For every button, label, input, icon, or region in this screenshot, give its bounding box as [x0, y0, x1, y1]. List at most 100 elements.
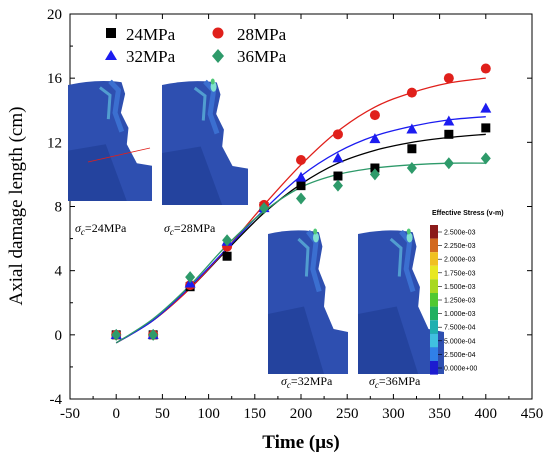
fem-crack	[215, 77, 248, 169]
colorbar-swatch	[430, 293, 438, 307]
fem-stress-spot	[210, 78, 215, 85]
data-point-36mpa	[148, 328, 159, 341]
fem-shade	[268, 306, 324, 374]
legend: 24MPa 28MPa 32MPa 36MPa	[105, 25, 287, 66]
data-point-36mpa	[443, 157, 454, 170]
data-point-28mpa	[332, 129, 343, 140]
data-point-28mpa	[480, 63, 491, 74]
colorbar-swatch	[430, 238, 438, 253]
fem-inset-24mpa	[68, 77, 152, 201]
data-point-36mpa	[111, 328, 122, 341]
colorbar-swatch	[430, 306, 438, 321]
colorbar-label: 1.250e-03	[444, 298, 476, 305]
data-point-24mpa	[481, 123, 491, 133]
fem-inset-32mpa	[268, 227, 348, 374]
fem-stress-zone	[99, 86, 112, 120]
data-point-32mpa	[406, 123, 418, 134]
x-tick-label: 100	[197, 406, 220, 422]
data-point-24mpa	[333, 171, 343, 181]
colorbar-label: 1.000e-03	[444, 311, 476, 318]
y-tick-label: 20	[47, 7, 62, 23]
fem-crack	[120, 77, 152, 166]
data-point-24mpa	[444, 129, 454, 139]
colorbar-label: 2.250e-03	[444, 243, 476, 250]
data-point-36mpa	[185, 271, 196, 284]
data-point-28mpa	[443, 73, 454, 84]
fem-insets: σc=24MPa σc=28MPa σc=32MPa σc=36MPa	[68, 77, 444, 390]
fem-stress-zone	[389, 237, 403, 277]
colorbar-labels: 2.500e-03 2.250e-03 2.000e-03 1.750e-03 1.50…	[438, 230, 477, 373]
fem-stress-spot	[313, 228, 318, 235]
inset-pointer	[87, 147, 151, 163]
colorbar-swatch	[430, 347, 438, 361]
legend-label-28mpa: 28MPa	[237, 25, 287, 44]
fem-stress-zone	[108, 79, 125, 133]
data-point-24mpa	[296, 181, 306, 191]
y-tick-label: 8	[55, 200, 63, 216]
colorbar-swatch	[430, 252, 438, 266]
fem-stress-zone	[297, 237, 310, 277]
data-point-32mpa	[480, 102, 492, 113]
data-point-28mpa	[369, 110, 380, 121]
inset-label-32mpa: σc=32MPa	[281, 374, 333, 390]
data-point-36mpa	[406, 162, 417, 174]
inset-label-36mpa: σc=36MPa	[369, 374, 421, 390]
colorbar: Effective Stress (v-m) 2.500e-03 2.250e-0…	[430, 210, 504, 375]
y-tick-label: 12	[47, 135, 62, 151]
fem-stress-zone	[399, 229, 416, 293]
legend-label-36mpa: 36MPa	[237, 47, 287, 66]
fem-stress-spot	[406, 228, 411, 235]
data-point-24mpa	[222, 251, 232, 261]
y-tick-label: 16	[47, 71, 63, 87]
fem-shade	[68, 144, 127, 201]
data-point-24mpa	[370, 163, 380, 173]
data-point-24mpa	[407, 144, 417, 154]
legend-marker-32mpa	[105, 50, 117, 60]
ticks-layer: -50 0 50 100 150 200 250 300 350 400 450 -4 0 4 8 12 16 2…	[47, 7, 543, 422]
fem-stress-spot	[313, 232, 319, 243]
fem-stress-spot	[406, 232, 413, 243]
colorbar-label: 1.500e-03	[444, 284, 476, 291]
colorbar-swatch	[430, 265, 438, 280]
colorbar-label: 7.500e-04	[444, 325, 476, 332]
data-point-32mpa	[369, 133, 381, 144]
x-tick-label: 300	[382, 406, 405, 422]
x-tick-label: 150	[244, 406, 267, 422]
x-tick-label: 350	[428, 406, 451, 422]
fem-inset-28mpa	[162, 77, 248, 205]
data-point-36mpa	[332, 179, 343, 192]
fem-shade	[358, 306, 419, 374]
data-points	[110, 63, 492, 341]
y-axis-title: Axial damage length (cm)	[6, 107, 27, 306]
colorbar-label: 1.750e-03	[444, 270, 476, 277]
inset-label-28mpa: σc=28MPa	[164, 221, 216, 237]
data-point-36mpa	[480, 152, 491, 165]
colorbar-swatches	[430, 225, 438, 375]
x-tick-label: 250	[336, 406, 359, 422]
fem-inset-36mpa	[358, 227, 444, 374]
colorbar-title: Effective Stress (v-m)	[432, 210, 504, 217]
colorbar-swatch	[430, 279, 438, 293]
colorbar-label: 0.000e+00	[444, 366, 477, 373]
fem-stress-zone	[193, 86, 207, 121]
x-tick-label: 50	[155, 406, 170, 422]
data-point-32mpa	[443, 115, 455, 126]
data-point-32mpa	[332, 152, 344, 163]
colorbar-label: 2.500e-04	[444, 352, 476, 359]
x-tick-label: 450	[521, 406, 544, 422]
legend-marker-36mpa	[212, 49, 224, 63]
x-tick-label: -50	[60, 406, 80, 422]
x-tick-label: 400	[475, 406, 498, 422]
data-point-28mpa	[406, 87, 417, 98]
data-point-36mpa	[259, 202, 270, 215]
fem-crack	[317, 227, 348, 332]
data-point-32mpa	[295, 171, 307, 182]
y-tick-label: 0	[55, 328, 63, 344]
legend-label-24mpa: 24MPa	[126, 25, 176, 44]
colorbar-swatch	[430, 361, 438, 375]
x-tick-label: 0	[112, 406, 120, 422]
colorbar-swatch	[430, 225, 438, 239]
legend-marker-24mpa	[106, 28, 116, 38]
